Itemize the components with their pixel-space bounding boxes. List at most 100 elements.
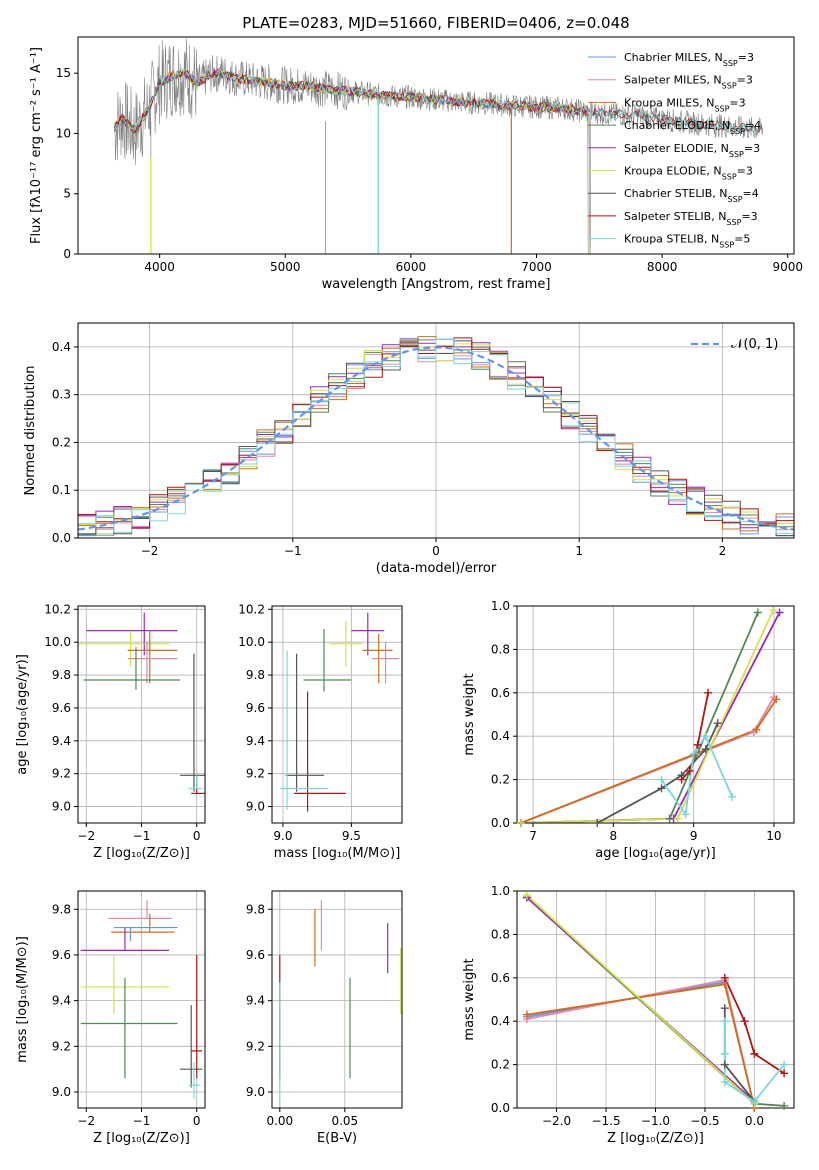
- legend-entry: Kroupa ELODIE, NSSP=3: [624, 165, 753, 182]
- plot-area: [78, 612, 205, 795]
- axes-frame: [77, 36, 795, 255]
- y-tick-label: 0.2: [52, 435, 71, 449]
- data-point: [657, 784, 666, 793]
- data-point: [720, 1004, 729, 1013]
- panel-mass_vs_ebv: 0.00 0.05 9.0 9.2 9.4 9.6 9.8 E(B-V): [246, 890, 403, 1146]
- data-point: [752, 725, 761, 734]
- y-axis-label: mass weight: [462, 958, 477, 1040]
- legend-entry: Chabrier MILES, NSSP=3: [624, 51, 754, 68]
- x-axis-label: mass [log₁₀(M/M⊙)]: [274, 846, 401, 861]
- legend-entry: Salpeter ELODIE, NSSP=3: [624, 142, 760, 159]
- y-tick-label: 9.6: [246, 948, 265, 962]
- y-tick-label: 0.6: [491, 686, 510, 700]
- data-point: [720, 973, 729, 982]
- y-axis-label: Flux [fλ10⁻¹⁷ erg cm⁻² s⁻¹ A⁻¹]: [29, 47, 44, 244]
- panel-weight_vs_age: 7 8 9 10 0.0 0.2 0.4 0.6 0.8 1.0 age [log₁₀(age/yr…: [462, 599, 795, 861]
- data-point: [517, 819, 526, 827]
- x-tick-label: 9.0: [273, 829, 292, 843]
- x-tick-label: 0: [193, 1114, 201, 1128]
- data-point: [750, 1049, 759, 1058]
- x-tick-label: 9.5: [342, 829, 361, 843]
- x-tick-label: 0: [193, 829, 201, 843]
- y-axis-label: mass weight: [462, 673, 477, 755]
- y-tick-label: 0.4: [52, 340, 71, 354]
- legend-entry: Chabrier ELODIE, NSSP=4: [624, 119, 761, 136]
- x-tick-label: −2: [141, 544, 159, 558]
- model-fit-line: [114, 68, 763, 135]
- y-tick-label: 10.0: [44, 635, 71, 649]
- legend-entry: Salpeter MILES, NSSP=3: [624, 74, 753, 91]
- panel-residuals: −2 −1 0 1 2 0.0 0.1 0.2 0.3 0.4 (data-model)/error…: [23, 322, 795, 576]
- data-point: [780, 1060, 789, 1069]
- data-point: [769, 606, 778, 615]
- y-tick-label: 9.0: [246, 1085, 265, 1099]
- y-tick-label: 9.6: [52, 701, 71, 715]
- y-tick-label: 9.2: [52, 1039, 71, 1053]
- y-tick-label: 10: [56, 126, 71, 140]
- data-point: [740, 1017, 749, 1026]
- x-tick-label: 0.0: [745, 1114, 764, 1128]
- y-tick-label: 10.2: [44, 602, 71, 616]
- series-line: [520, 612, 781, 823]
- x-tick-label: 8: [610, 829, 618, 843]
- y-tick-label: 9.4: [246, 734, 265, 748]
- axes-frame: [516, 605, 795, 824]
- y-tick-label: 0.4: [491, 1014, 510, 1028]
- x-tick-label: 4000: [144, 260, 175, 274]
- x-axis-label: E(B-V): [317, 1131, 357, 1146]
- x-tick-label: 5000: [270, 260, 301, 274]
- data-point: [689, 749, 698, 758]
- y-axis-label: age [log₁₀(age/yr)]: [15, 654, 30, 775]
- y-tick-label: 9.2: [52, 767, 71, 781]
- legend-entry: Salpeter STELIB, NSSP=3: [624, 210, 758, 227]
- x-tick-label: 1: [575, 544, 583, 558]
- series-line: [520, 609, 774, 823]
- panel-age_vs_Z: −2 −1 0 9.0 9.2 9.4 9.6 9.8 10.0 10.2 Z [log₁₀(Z/Z…: [15, 602, 206, 861]
- axes-frame: [77, 605, 206, 824]
- x-tick-label: 7000: [521, 260, 552, 274]
- axes-frame: [516, 890, 795, 1109]
- y-tick-label: 0.1: [52, 483, 71, 497]
- y-tick-label: 5: [63, 187, 71, 201]
- model-fit-line: [114, 68, 763, 135]
- y-tick-label: 9.8: [246, 902, 265, 916]
- legend-entry: 𝒩(0, 1): [731, 337, 778, 352]
- legend-entry: Kroupa STELIB, NSSP=5: [624, 233, 750, 250]
- y-tick-label: 0.8: [491, 642, 510, 656]
- data-point: [720, 1077, 729, 1086]
- x-axis-label: (data-model)/error: [376, 561, 497, 576]
- legend-entry: Kroupa MILES, NSSP=3: [624, 96, 746, 113]
- series-line: [520, 698, 778, 823]
- y-tick-label: 0.2: [491, 773, 510, 787]
- x-axis-label: Z [log₁₀(Z/Z⊙)]: [93, 1131, 190, 1146]
- series-line: [520, 696, 775, 823]
- plot-area: [280, 612, 400, 812]
- x-tick-label: 8000: [647, 260, 678, 274]
- series-line: [520, 612, 759, 823]
- chart-title: PLATE=0283, MJD=51660, FIBERID=0406, z=0…: [242, 14, 629, 32]
- y-tick-label: 9.8: [246, 668, 265, 682]
- y-tick-label: 1.0: [491, 599, 510, 613]
- observed-spectrum: [114, 38, 763, 254]
- x-axis-label: Z [log₁₀(Z/Z⊙)]: [93, 846, 190, 861]
- x-axis-label: wavelength [Angstrom, rest frame]: [322, 277, 551, 292]
- x-tick-label: 9: [690, 829, 698, 843]
- x-tick-label: 10: [766, 829, 781, 843]
- axes-frame: [271, 605, 403, 824]
- y-tick-label: 0.2: [491, 1058, 510, 1072]
- data-point: [522, 891, 531, 900]
- data-point: [780, 1069, 789, 1078]
- plot-area: [80, 900, 203, 1099]
- data-point: [681, 810, 690, 819]
- series-line: [723, 977, 785, 1075]
- data-point: [720, 1060, 729, 1069]
- y-tick-label: 9.4: [52, 734, 71, 748]
- plot-area: [114, 38, 763, 254]
- data-point: [750, 1097, 759, 1106]
- y-tick-label: 0.8: [491, 927, 510, 941]
- data-point: [775, 608, 784, 617]
- x-tick-label: 6000: [396, 260, 427, 274]
- y-tick-label: 9.6: [246, 701, 265, 715]
- plot-area: [78, 336, 794, 537]
